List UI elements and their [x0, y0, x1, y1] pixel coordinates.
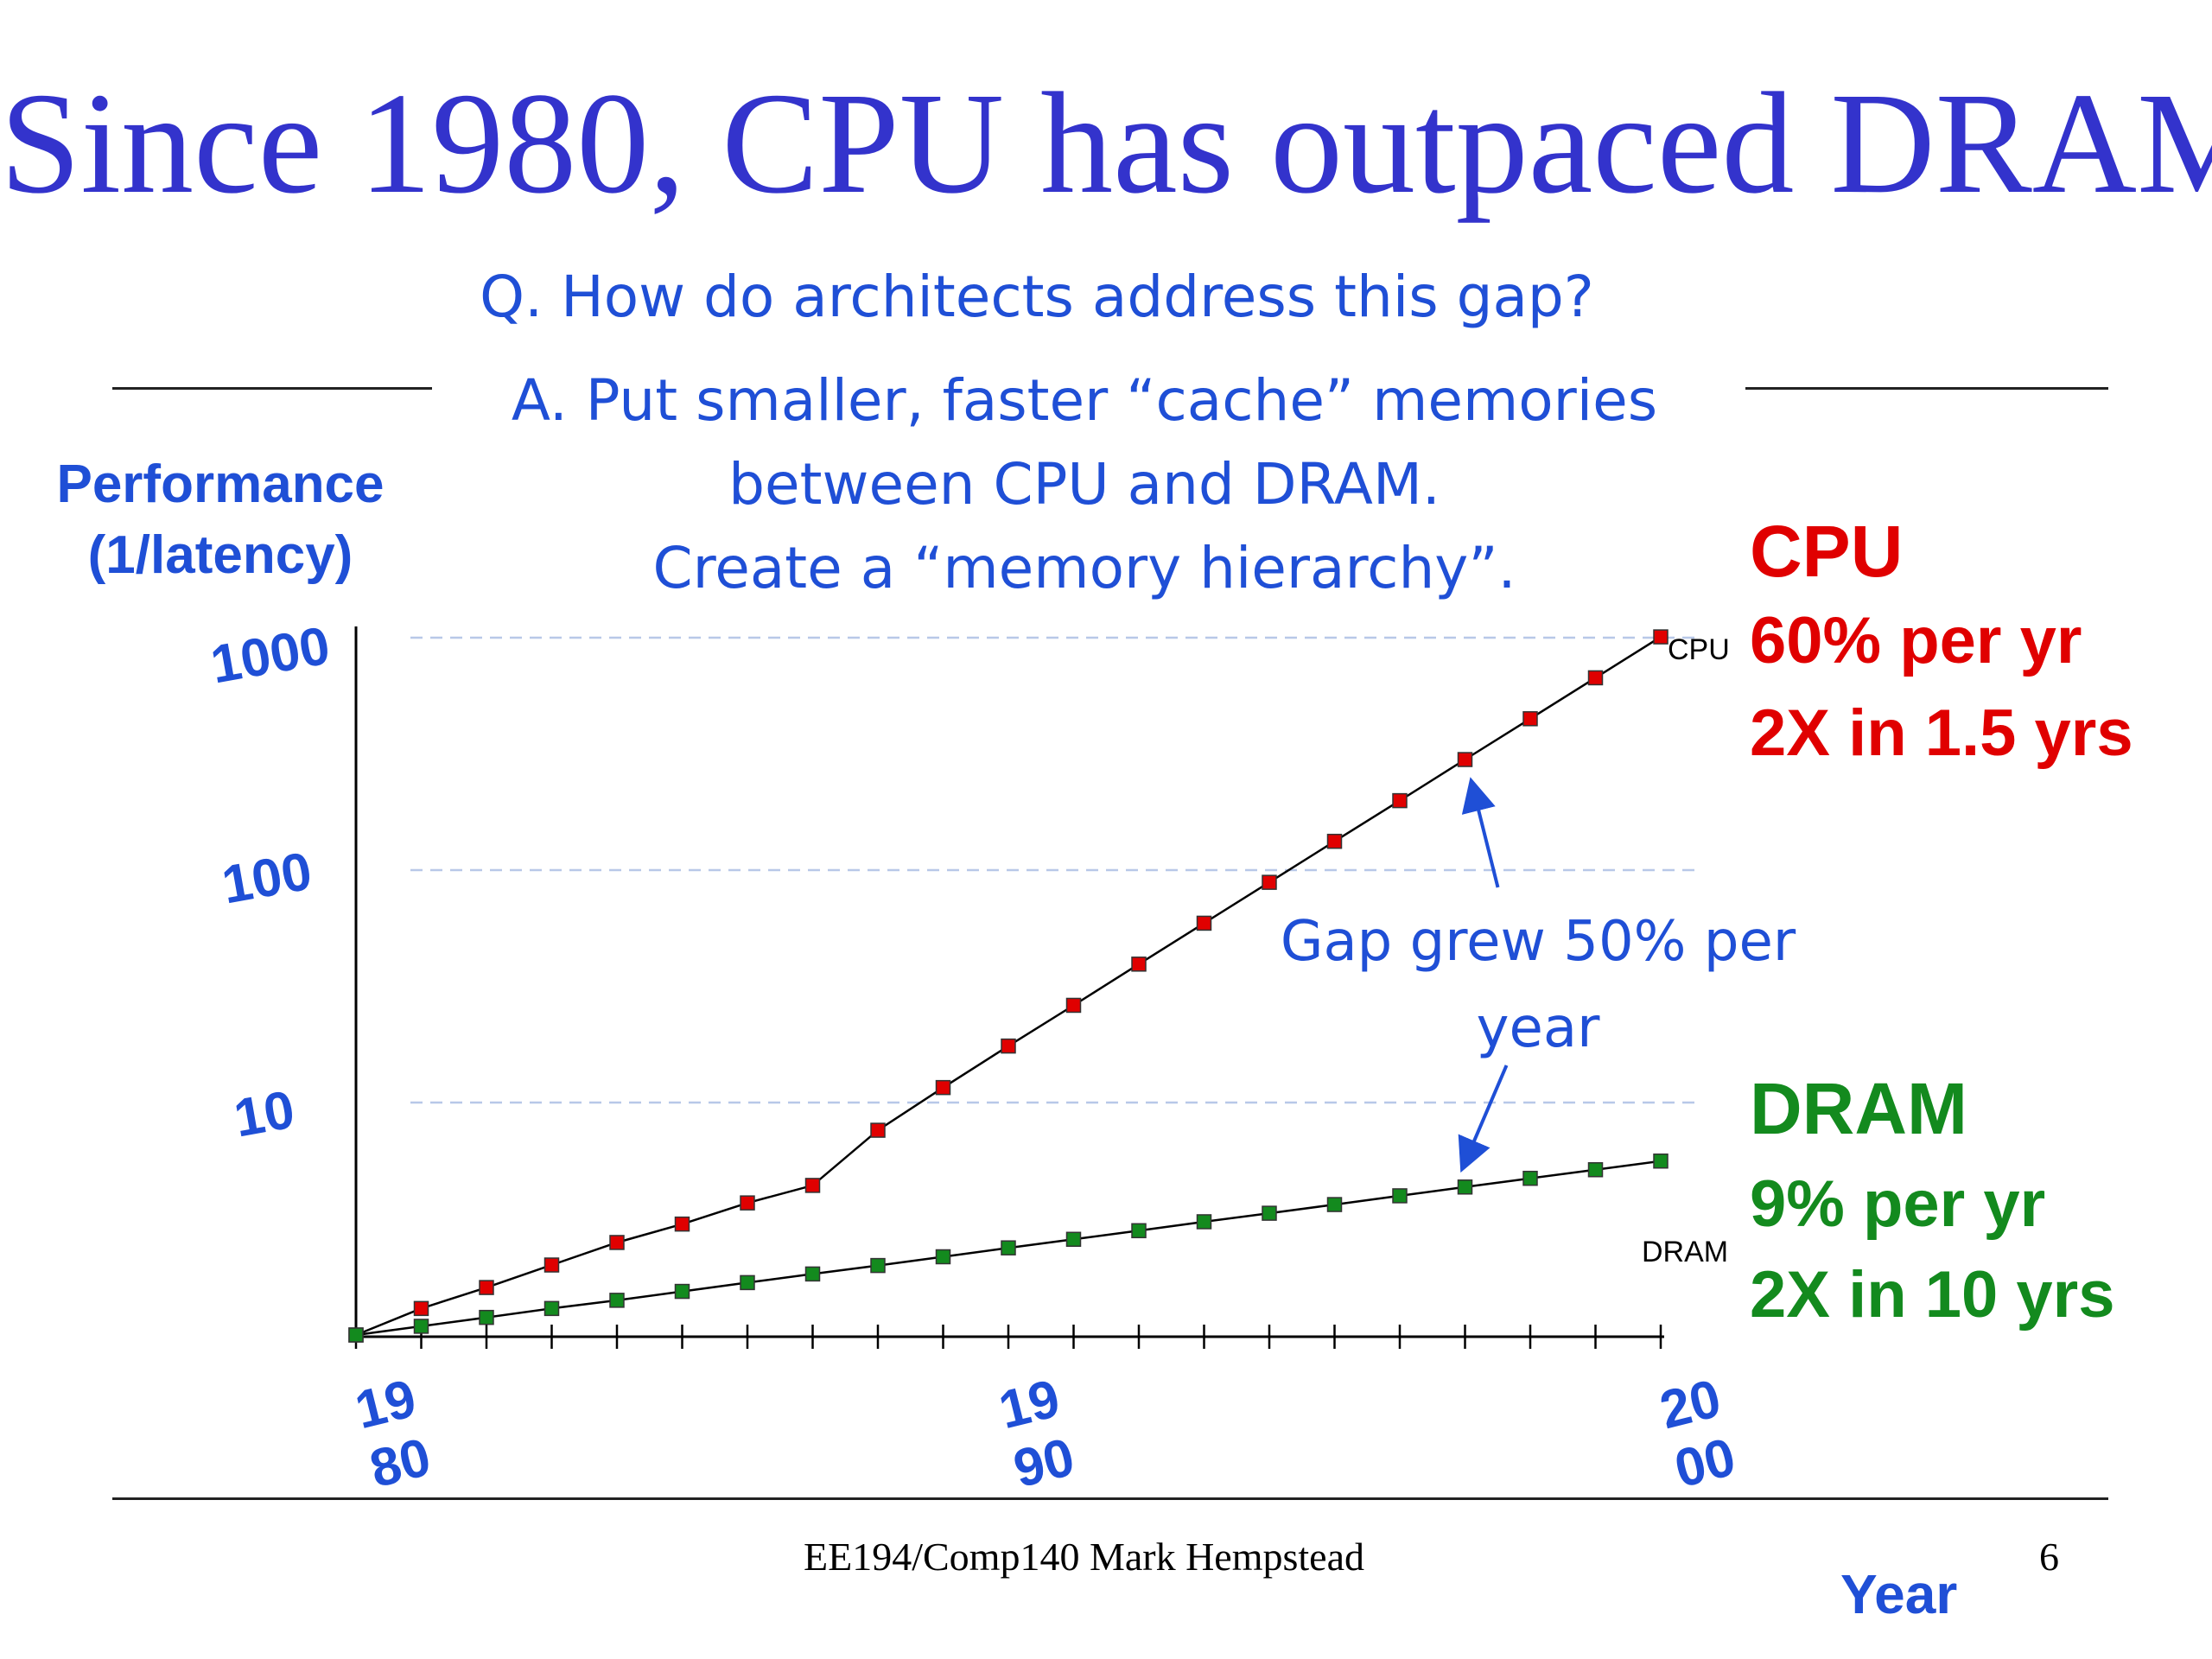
cpu-data-point	[1065, 997, 1082, 1014]
cpu-data-point	[870, 1122, 886, 1138]
cpu-annotation-title: CPU	[1750, 511, 1904, 592]
y-axis-label-line-1: Performance	[56, 454, 385, 514]
dram-data-point	[674, 1283, 690, 1300]
dram-data-point	[1065, 1231, 1082, 1248]
cpu-data-point	[1326, 833, 1343, 849]
dram-data-point	[804, 1266, 821, 1282]
gap-arrow-to-dram	[1458, 1065, 1509, 1173]
answer-line-1: A. Put smaller, faster “cache” memories	[511, 367, 1658, 434]
answer-line-2: between CPU and DRAM.	[728, 451, 1440, 518]
dram-annotation-title: DRAM	[1750, 1068, 1967, 1149]
gap-annotation-line-1: Gap grew 50% per	[1280, 910, 1796, 974]
cpu-annotation-rate: 60% per yr	[1750, 604, 2082, 677]
dram-data-point	[543, 1300, 560, 1317]
dram-annotation-rate: 9% per yr	[1750, 1167, 2046, 1241]
grid-layer	[410, 636, 1695, 1104]
dram-series-label: DRAM	[1642, 1236, 1729, 1268]
dram-data-point	[1001, 1240, 1016, 1255]
page-number: 6	[2039, 1535, 2059, 1579]
dram-data-point	[1587, 1162, 1604, 1178]
cpu-data-point	[1587, 670, 1604, 686]
gap-annotation: Gap grew 50% per year	[1227, 899, 1849, 1071]
cpu-data-point	[1392, 792, 1408, 809]
cpu-data-point	[740, 1195, 755, 1211]
dram-data-point	[740, 1274, 755, 1291]
cpu-data-point	[804, 1178, 821, 1193]
cpu-data-point	[935, 1079, 951, 1096]
cpu-annotation-doubling: 2X in 1.5 yrs	[1750, 696, 2133, 770]
dram-data-point	[1653, 1153, 1669, 1169]
rule-top-left	[112, 387, 432, 390]
cpu-data-point	[1131, 957, 1147, 972]
cpu-data-point	[609, 1235, 625, 1250]
dram-annotation-doubling: 2X in 10 yrs	[1750, 1258, 2115, 1332]
dram-data-point	[348, 1327, 364, 1343]
y-axis-label: Performance (1/latency)	[35, 449, 406, 591]
dram-data-point	[870, 1257, 886, 1274]
question-text: Q. How do architects address this gap?	[480, 264, 1594, 330]
gap-annotation-line-2: year	[1476, 996, 1600, 1060]
cpu-data-point	[1457, 752, 1473, 767]
dram-data-point	[413, 1319, 429, 1334]
dram-data-point	[1131, 1223, 1147, 1239]
axis-layer	[354, 626, 1664, 1349]
cpu-data-point	[1522, 711, 1538, 727]
footer-text: EE194/Comp140 Mark Hempstead	[804, 1535, 1365, 1579]
rule-top-right	[1745, 387, 2108, 390]
cpu-data-point	[1001, 1038, 1016, 1054]
dram-data-point	[1457, 1179, 1473, 1195]
dram-data-point	[1262, 1205, 1277, 1221]
dram-data-point	[1326, 1197, 1343, 1212]
cpu-data-point	[413, 1300, 429, 1317]
arrow-layer	[1458, 777, 1509, 1173]
rule-bottom	[112, 1497, 2108, 1500]
dram-data-point	[935, 1249, 951, 1265]
cpu-data-point	[1262, 874, 1277, 890]
cpu-data-point	[674, 1216, 690, 1232]
dram-data-point	[1196, 1214, 1212, 1230]
x-axis-title: Year	[1840, 1563, 1958, 1625]
slide-title: Since 1980, CPU has outpaced DRAM	[0, 63, 2212, 224]
cpu-series-label: CPU	[1668, 633, 1730, 666]
y-axis-label-line-2: (1/latency)	[87, 525, 353, 585]
cpu-data-point	[479, 1280, 494, 1295]
dram-data-point	[609, 1293, 625, 1308]
cpu-data-point	[1653, 629, 1669, 645]
series-layer	[348, 629, 1669, 1343]
cpu-data-point	[1196, 915, 1212, 931]
dram-data-point	[1522, 1170, 1538, 1186]
answer-line-3: Create a “memory hierarchy”.	[652, 535, 1516, 601]
gap-arrow-to-cpu	[1461, 777, 1500, 888]
cpu-data-point	[543, 1257, 560, 1273]
dram-data-point	[1392, 1188, 1408, 1204]
dram-data-point	[479, 1309, 494, 1325]
